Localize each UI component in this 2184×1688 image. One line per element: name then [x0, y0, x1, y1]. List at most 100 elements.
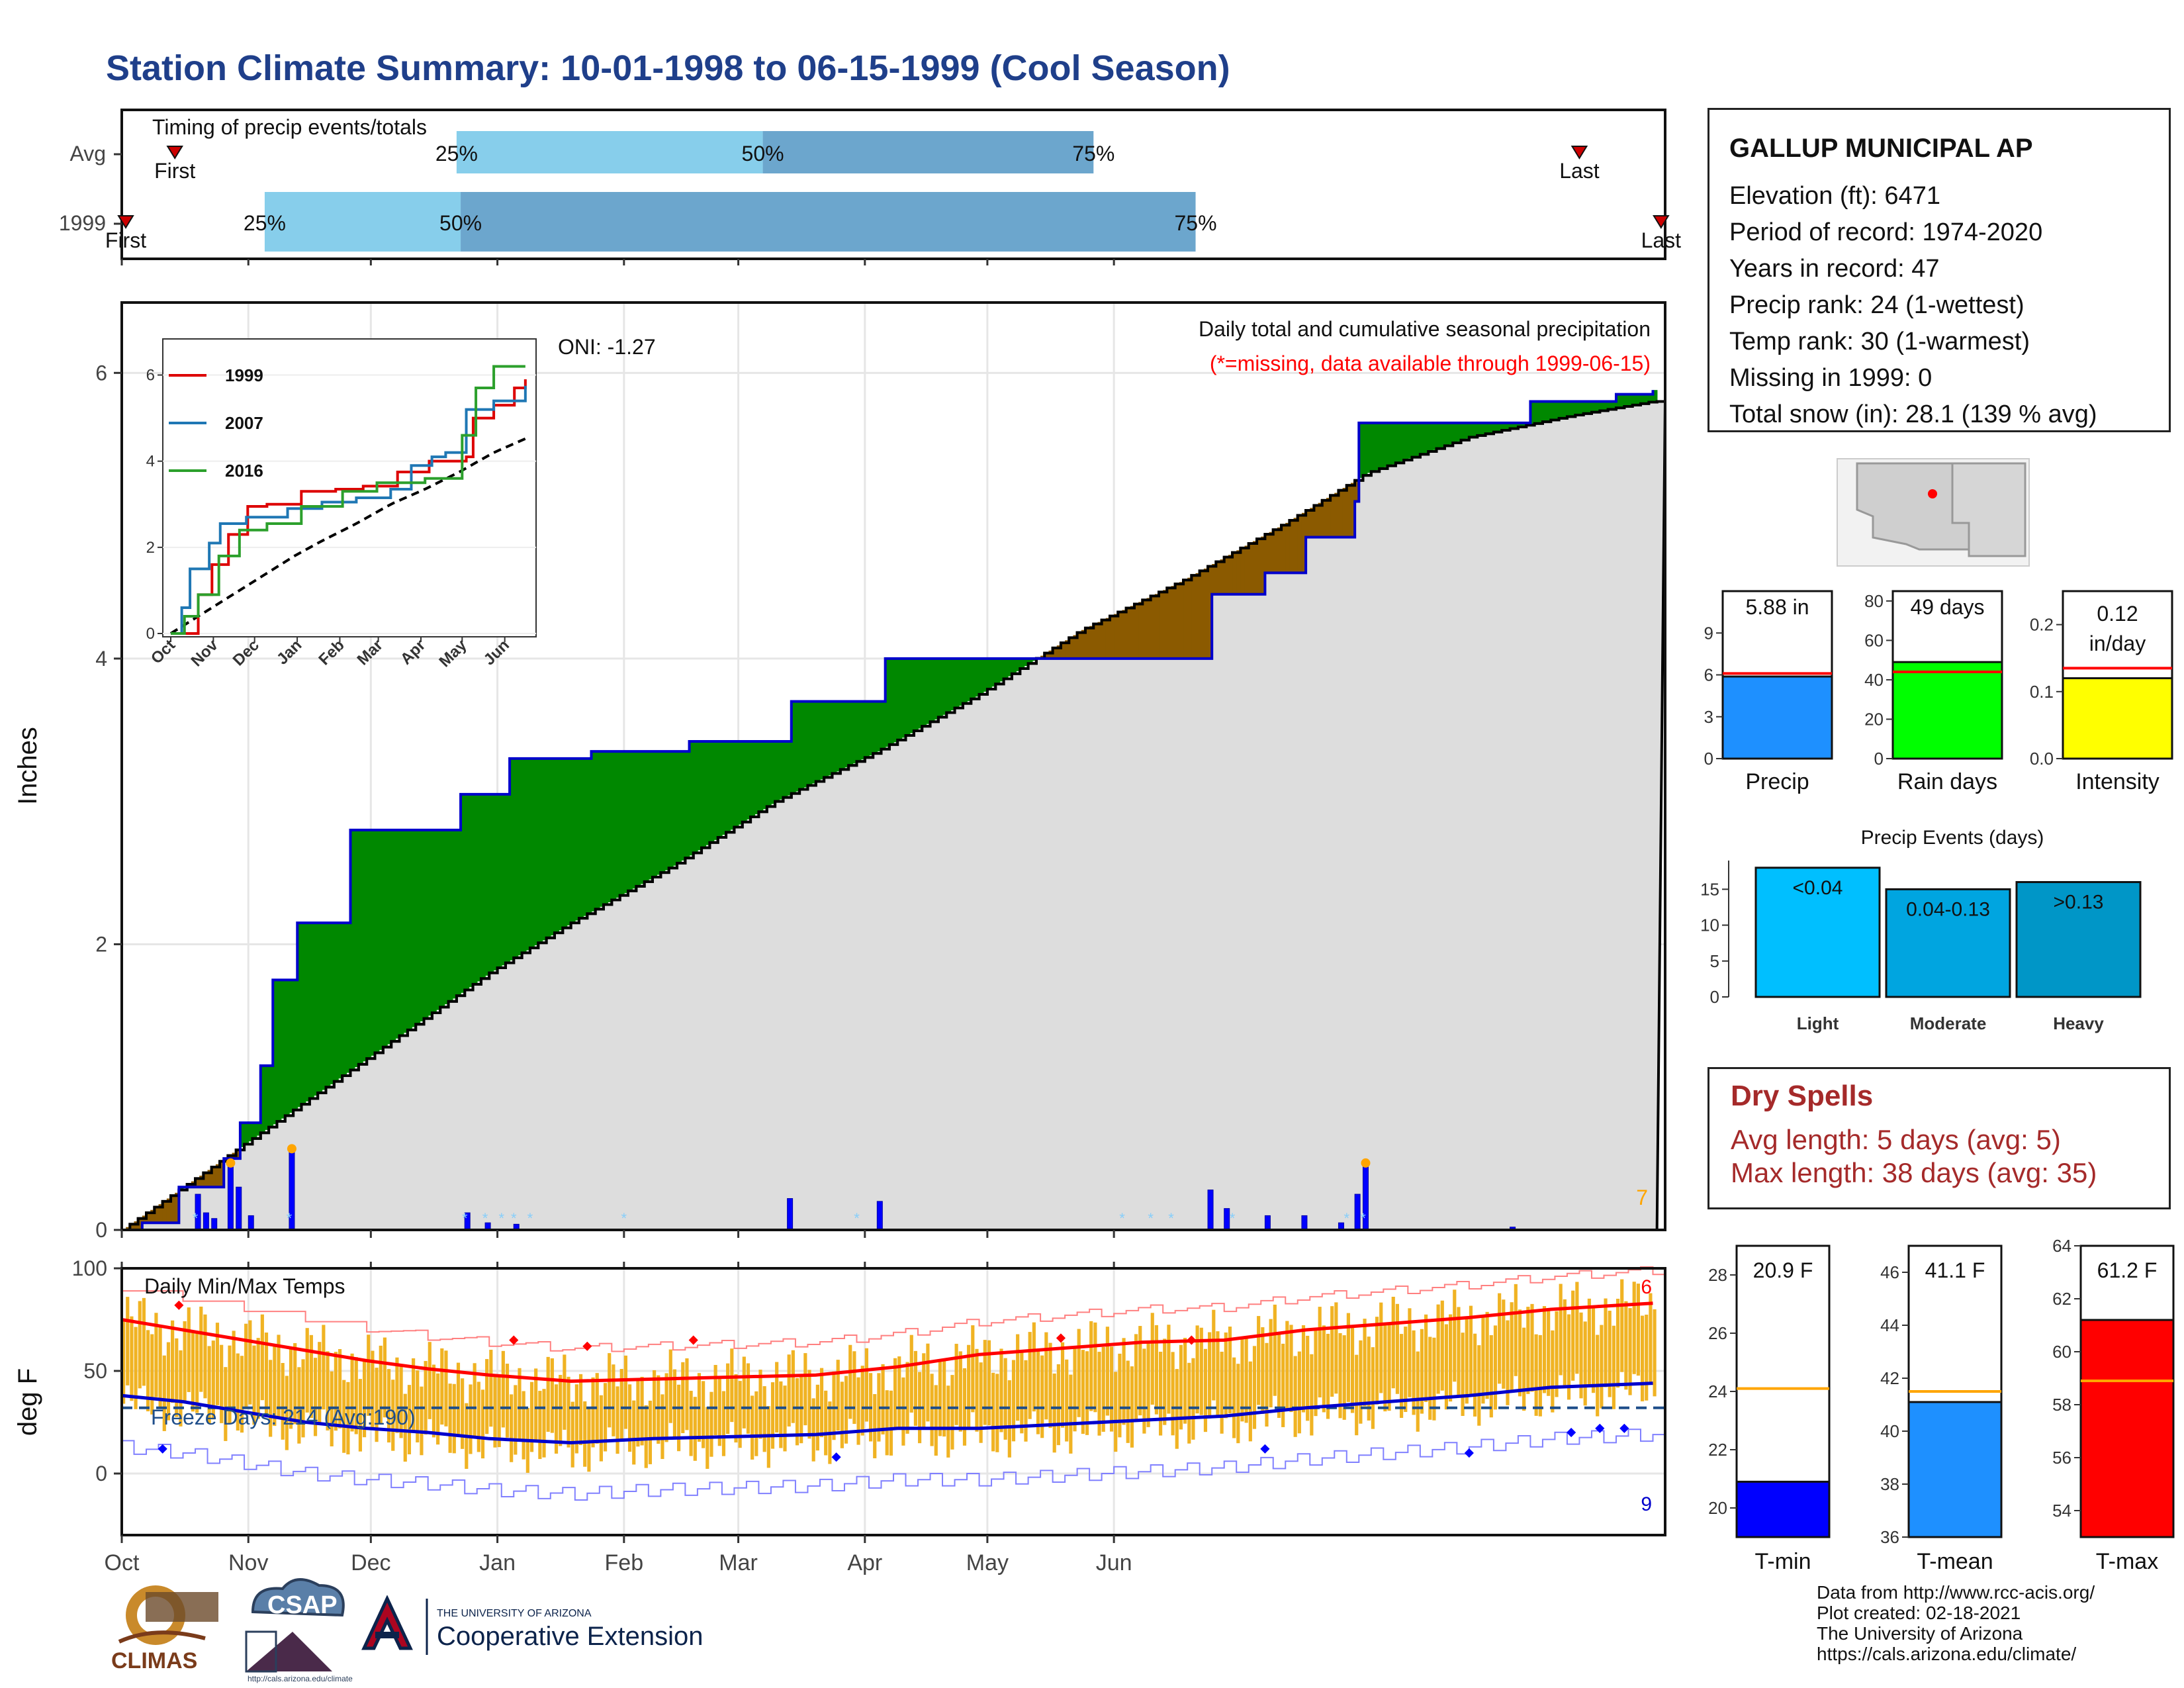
below-avg-fill: [1159, 592, 1163, 659]
daily-temp-bar: [252, 1345, 256, 1425]
summary-y-tick-label: 3: [1704, 707, 1713, 727]
daily-temp-bar: [648, 1400, 653, 1464]
above-avg-fill: [1453, 422, 1458, 444]
below-avg-fill: [1195, 573, 1201, 659]
daily-temp-bar: [815, 1384, 819, 1451]
month-label: Apr: [847, 1550, 882, 1575]
daily-temp-bar: [1052, 1373, 1056, 1453]
above-avg-fill: [726, 741, 731, 833]
below-avg-fill: [211, 1167, 216, 1188]
footer-credits: Data from http://www.rcc-acis.org/ Plot …: [1817, 1582, 2095, 1664]
above-avg-fill: [893, 658, 898, 743]
daily-temp-bar: [456, 1362, 461, 1436]
temp-summary-value-0: 20.9 F: [1753, 1258, 1813, 1282]
below-avg-fill: [207, 1170, 212, 1188]
above-avg-fill: [738, 741, 743, 825]
daily-temp-bar: [1559, 1284, 1563, 1376]
daily-temp-bar: [709, 1391, 713, 1457]
above-avg-fill: [399, 829, 404, 1036]
daily-precip-bar: [203, 1212, 209, 1231]
daily-temp-bar: [514, 1385, 518, 1455]
daily-temp-bar: [599, 1395, 603, 1462]
daily-temp-bar: [1224, 1332, 1228, 1419]
above-avg-fill: [1612, 401, 1617, 409]
daily-temp-bar: [444, 1350, 448, 1427]
above-avg-fill: [391, 829, 396, 1042]
daily-temp-bar: [901, 1377, 905, 1446]
above-avg-fill: [942, 658, 948, 715]
daily-temp-bar: [1404, 1327, 1408, 1412]
above-avg-fill: [1596, 401, 1601, 412]
daily-temp-bar: [570, 1401, 574, 1468]
snow-marker: *: [498, 1210, 504, 1227]
below-avg-fill: [1048, 650, 1054, 659]
above-avg-fill: [730, 741, 735, 830]
above-avg-fill: [967, 658, 972, 702]
station-temp-rank: Temp rank: 30 (1-warmest): [1729, 328, 2030, 355]
summary-y-tick-label: 20: [1864, 709, 1884, 729]
daily-temp-bar: [1105, 1327, 1109, 1416]
above-avg-fill: [1498, 422, 1503, 432]
daily-temp-bar: [554, 1384, 559, 1454]
daily-temp-bar: [717, 1378, 721, 1446]
daily-temp-bar: [166, 1342, 171, 1421]
above-avg-fill: [1583, 401, 1588, 414]
above-avg-fill: [387, 829, 392, 1045]
daily-temp-bar: [1248, 1361, 1252, 1442]
daily-temp-bar: [1449, 1314, 1453, 1402]
timing-pct-label: 25%: [435, 142, 478, 165]
above-avg-fill: [346, 923, 351, 1073]
dry-spells-max: Max length: 38 days (avg: 35): [1731, 1157, 2097, 1188]
precip-y-tick-label: 0: [95, 1218, 107, 1242]
below-avg-fill: [1187, 577, 1193, 659]
above-avg-fill: [697, 741, 702, 851]
daily-temp-bar: [893, 1358, 897, 1430]
below-avg-fill: [1224, 557, 1229, 594]
daily-temp-bar: [293, 1343, 297, 1425]
svg-text:http://cals.arizona.edu/climat: http://cals.arizona.edu/climate: [248, 1674, 353, 1683]
above-avg-fill: [1518, 422, 1523, 427]
tmax-avg-line: [121, 1301, 1653, 1383]
timing-bar-q25-q50: [264, 192, 461, 252]
below-avg-fill: [1101, 620, 1107, 659]
below-avg-fill: [215, 1164, 220, 1188]
above-avg-fill: [979, 658, 984, 694]
above-avg-fill: [313, 923, 318, 1096]
events-category-label: Moderate: [1910, 1013, 1987, 1033]
snow-marker: *: [1230, 1210, 1236, 1227]
daily-temp-bar: [126, 1297, 130, 1385]
above-avg-fill: [1530, 401, 1535, 424]
snow-marker: *: [1344, 1210, 1350, 1227]
daily-temp-bar: [383, 1337, 387, 1418]
above-avg-fill: [326, 923, 331, 1088]
csap-logo: CSAP http://cals.arizona.edu/climate: [245, 1578, 353, 1683]
summary-label-0: Precip: [1745, 769, 1809, 794]
daily-temp-bar: [195, 1333, 199, 1413]
daily-temp-bar: [1293, 1356, 1297, 1437]
above-avg-fill: [999, 658, 1005, 682]
above-avg-fill: [619, 751, 625, 896]
daily-temp-bar: [412, 1358, 416, 1433]
daily-temp-bar: [1028, 1332, 1032, 1419]
daily-temp-bar: [930, 1374, 934, 1446]
daily-temp-bar: [1024, 1360, 1028, 1442]
heavy-event-marker: [1361, 1158, 1371, 1168]
above-avg-fill: [1424, 422, 1429, 453]
daily-temp-bar: [713, 1364, 717, 1436]
daily-temp-bar: [689, 1391, 693, 1456]
daily-temp-bar: [1301, 1325, 1306, 1413]
above-avg-fill: [505, 794, 510, 963]
inset-legend-label: 2016: [225, 461, 263, 481]
inset-avg-line: [169, 437, 526, 635]
below-avg-fill: [1122, 610, 1127, 659]
below-avg-fill: [1355, 480, 1360, 502]
daily-temp-bar: [979, 1362, 983, 1443]
events-bar-Moderate: [1885, 888, 2011, 998]
daily-temp-bar: [1077, 1329, 1081, 1417]
above-avg-fill: [889, 658, 894, 745]
below-avg-fill: [1081, 630, 1086, 659]
temp-y-label: deg F: [13, 1368, 42, 1436]
above-avg-fill: [587, 758, 592, 914]
daily-temp-bar: [1007, 1380, 1011, 1458]
inset-y-tick-label: 4: [146, 453, 155, 471]
